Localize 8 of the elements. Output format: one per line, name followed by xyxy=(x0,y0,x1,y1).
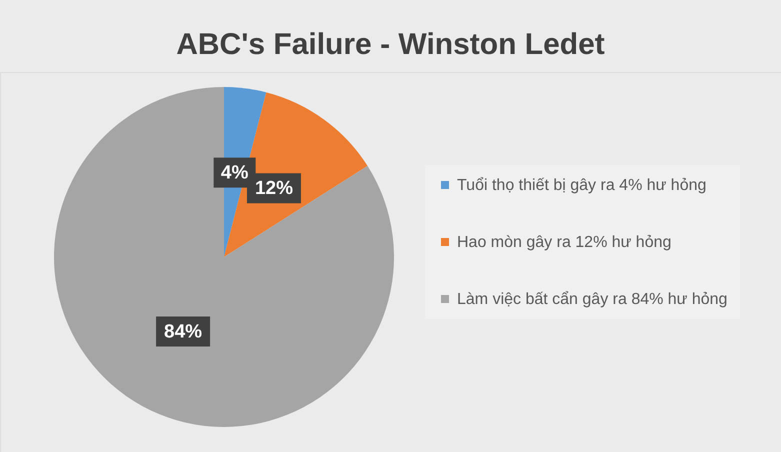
pie-slice xyxy=(54,87,394,427)
legend-label: Hao mòn gây ra 12% hư hỏng xyxy=(457,234,672,251)
data-label: 84% xyxy=(164,321,202,342)
chart-title: ABC's Failure - Winston Ledet xyxy=(176,28,605,61)
legend-label: Tuổi thọ thiết bị gây ra 4% hư hỏng xyxy=(457,177,706,194)
data-label: 4% xyxy=(220,162,248,184)
data-label: 12% xyxy=(254,178,294,200)
legend-label: Làm việc bất cẩn gây ra 84% hư hỏng xyxy=(457,291,728,308)
